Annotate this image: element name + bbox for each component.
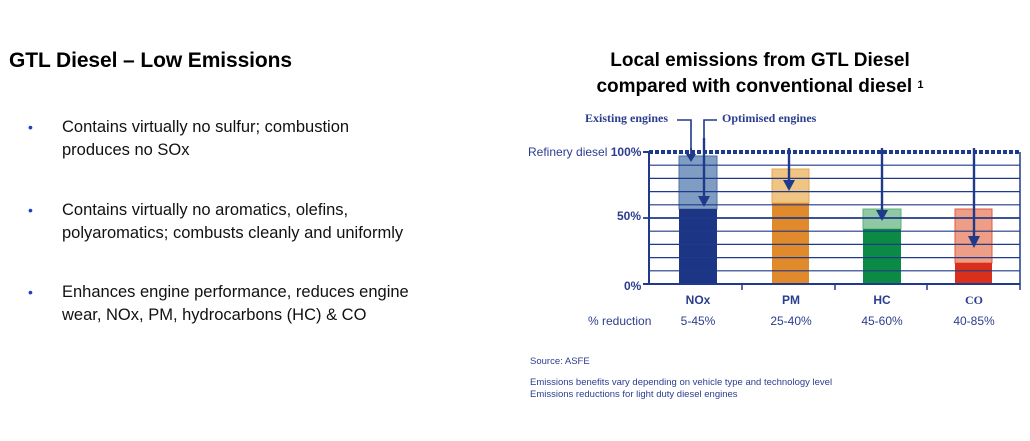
source-note: Source: ASFE [530,356,590,367]
bullet-line: Contains virtually no aromatics, olefins… [62,201,349,219]
bullet-line: produces no SOx [62,141,190,159]
chart-title-line2: compared with conventional diesel 1 [596,76,924,97]
bullet-line: Enhances engine performance, reduces eng… [62,283,409,301]
reduction-hc: 45-60% [861,314,903,328]
reduction-arrows [686,138,980,248]
slide-title: GTL Diesel – Low Emissions [9,49,292,72]
bullet-text: Enhances engine performance, reduces eng… [62,281,492,327]
gridlines [643,164,1020,272]
category-label-pm: PM [782,293,800,307]
reduction-header: % reduction [588,314,652,328]
y-tick-100: 100% [610,145,642,159]
footnote-1: Emissions benefits vary depending on veh… [530,377,833,388]
bullet-line: wear, NOx, PM, hydrocarbons (HC) & CO [62,306,367,324]
category-label-co: CO [965,293,983,307]
reference-label: Refinery diesel 100% [528,145,642,159]
bullet-text: Contains virtually no sulfur; combustion… [62,116,492,162]
reduction-pm: 25-40% [770,314,812,328]
bullet-marker: • [28,119,33,135]
legend-connectors [677,119,717,150]
chart-title-line1: Local emissions from GTL Diesel [610,50,910,71]
bullet-marker: • [28,202,33,218]
bar-nox [678,155,718,285]
category-label-hc: HC [873,293,891,307]
legend-existing-engines: Existing engines [585,111,669,125]
reduction-co: 40-85% [953,314,995,328]
reduction-nox: 5-45% [680,314,716,328]
chart-title: Local emissions from GTL Diesel compared… [540,48,980,100]
y-tick-50: 50% [617,209,642,223]
footnote-2: Emissions reductions for light duty dies… [530,389,738,400]
footnote-marker: 1 [917,79,924,91]
bullet-text: Contains virtually no aromatics, olefins… [62,199,492,245]
bullet-marker: • [28,284,33,300]
bullet-line: Contains virtually no sulfur; combustion [62,118,350,136]
bullet-line: polyaromatics; combusts cleanly and unif… [62,224,404,242]
y-tick-0: 0% [624,279,642,293]
category-label-nox: NOx [685,293,711,307]
legend-optimised-engines: Optimised engines [722,111,817,125]
axes [643,151,1021,290]
